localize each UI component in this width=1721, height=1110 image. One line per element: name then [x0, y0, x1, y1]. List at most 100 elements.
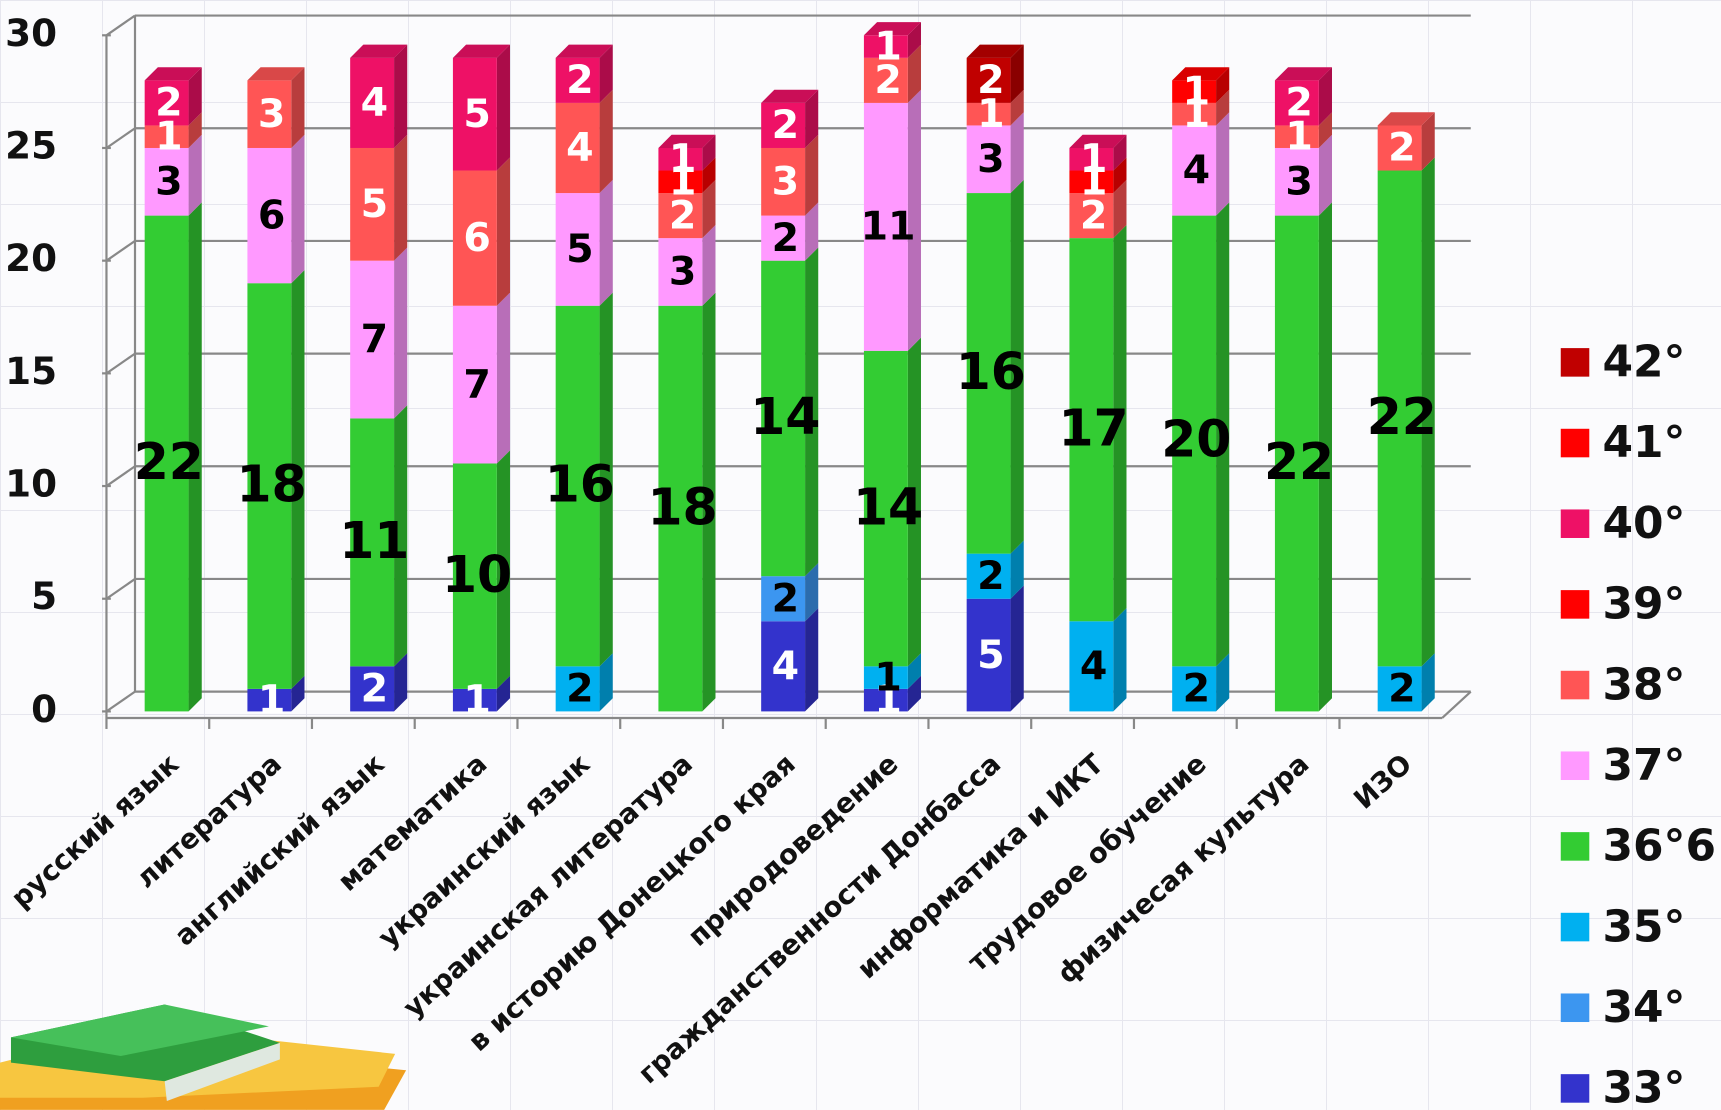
- bar-segment: [452, 170, 497, 306]
- data-label: 2: [977, 553, 1004, 599]
- grid-line: [105, 578, 136, 600]
- bar-side: [1113, 224, 1127, 622]
- bar-side: [188, 134, 202, 216]
- grid-line: [105, 14, 136, 37]
- y-tick-label: 15: [5, 349, 57, 393]
- legend-label: 36°6: [1602, 821, 1716, 872]
- bar-side: [907, 89, 921, 351]
- data-label: 3: [155, 158, 182, 204]
- legend-label: 34°: [1602, 982, 1685, 1033]
- bar-segment: [658, 170, 703, 194]
- bar-side: [1318, 67, 1332, 126]
- bar-side: [291, 270, 305, 689]
- data-label: 1: [1080, 158, 1107, 204]
- legend-swatch: [1560, 428, 1590, 458]
- bar-segment: [452, 463, 497, 689]
- bar-top: [761, 89, 819, 103]
- bar-segment: [863, 688, 908, 712]
- data-label: 5: [566, 226, 593, 272]
- data-label: 14: [750, 387, 820, 446]
- bar-side: [1010, 89, 1024, 126]
- bar-side: [907, 675, 921, 712]
- data-label: 2: [1388, 125, 1415, 171]
- bar-segment: [1377, 125, 1422, 171]
- x-tick-label: английский язык: [169, 748, 391, 952]
- bar-side: [1113, 157, 1127, 194]
- legend-swatch: [1560, 912, 1590, 942]
- bar-segment: [658, 238, 703, 306]
- bar-side: [805, 608, 819, 712]
- bar-segment: [863, 57, 908, 103]
- bar-segment: [555, 666, 600, 712]
- bar-side: [805, 202, 819, 261]
- bar-top: [1274, 67, 1332, 81]
- x-axis-depth: [1441, 690, 1472, 719]
- bar-side: [1010, 585, 1024, 712]
- bar-segment: [863, 35, 908, 58]
- bar-side: [1318, 112, 1332, 148]
- data-label: 22: [134, 432, 204, 491]
- data-label: 2: [874, 57, 901, 103]
- bar-side: [496, 675, 510, 712]
- bar-segment: [1172, 215, 1217, 667]
- data-label: 1: [1285, 113, 1312, 159]
- y-tick-label: 30: [5, 11, 57, 55]
- bar-side: [805, 563, 819, 622]
- bar-segment: [1172, 666, 1217, 712]
- bar-segment: [1172, 80, 1217, 103]
- data-label: 4: [772, 643, 799, 689]
- bar-side: [496, 292, 510, 464]
- data-label: 2: [1183, 666, 1210, 712]
- data-label: 4: [1183, 147, 1210, 193]
- bar-segment: [350, 260, 395, 419]
- bar-side: [599, 292, 613, 667]
- data-label: 5: [361, 181, 388, 227]
- bar-side: [1010, 540, 1024, 599]
- bar-side: [702, 179, 716, 239]
- data-label: 3: [258, 91, 285, 137]
- bar-side: [702, 157, 716, 194]
- data-label: 2: [669, 192, 696, 238]
- bar-side: [599, 179, 613, 306]
- bar-side: [394, 247, 408, 419]
- bar-segment: [1274, 147, 1319, 216]
- bar-side: [188, 67, 202, 126]
- bar-side: [599, 653, 613, 712]
- data-label: 17: [1058, 398, 1128, 457]
- bar-segment: [761, 215, 806, 261]
- bar-side: [1113, 134, 1127, 171]
- data-label: 3: [977, 136, 1004, 182]
- bar-side: [805, 89, 819, 148]
- bar-segment: [966, 102, 1011, 126]
- y-tick-label: 5: [31, 574, 57, 618]
- bar-side: [1216, 89, 1230, 126]
- bar-side: [291, 675, 305, 712]
- data-label: 3: [1285, 158, 1312, 204]
- bar-segment: [1274, 125, 1319, 148]
- bar-side: [1421, 112, 1435, 171]
- data-label: 2: [566, 666, 593, 712]
- bar-segment: [452, 305, 497, 464]
- bar-side: [599, 44, 613, 103]
- bar-side: [1010, 44, 1024, 103]
- bar-side: [1216, 67, 1230, 103]
- y-tick-label: 25: [5, 123, 57, 167]
- bar-side: [805, 247, 819, 577]
- bar-side: [1113, 179, 1127, 239]
- bar-segment: [761, 260, 806, 577]
- data-label: 4: [566, 125, 593, 171]
- data-label: 3: [669, 249, 696, 295]
- legend-swatch: [1560, 993, 1590, 1023]
- bar-side: [188, 112, 202, 148]
- data-label: 7: [361, 316, 388, 362]
- data-label: 4: [361, 80, 388, 126]
- bar-segment: [966, 598, 1011, 712]
- data-label: 2: [566, 57, 593, 103]
- legend-label: 33°: [1602, 1063, 1685, 1110]
- data-label: 2: [977, 57, 1004, 103]
- bar-segment: [555, 57, 600, 103]
- bar-side: [702, 292, 716, 712]
- bar-top: [966, 44, 1024, 58]
- bar-side: [1421, 653, 1435, 712]
- bar-segment: [658, 305, 703, 712]
